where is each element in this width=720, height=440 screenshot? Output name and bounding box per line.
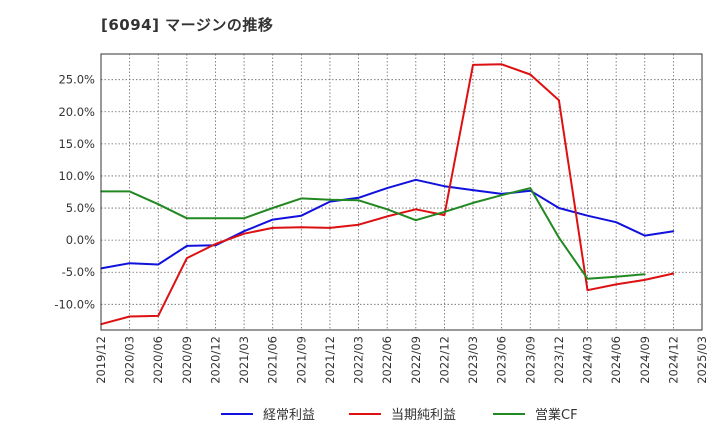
data-point (615, 275, 617, 278)
data-point (271, 218, 274, 221)
data-point (243, 217, 245, 220)
x-tick-label: 2021/09 (294, 336, 308, 384)
x-tick-label: 2023/12 (552, 336, 566, 384)
plot-area (101, 54, 702, 330)
x-tick-label: 2021/06 (266, 336, 280, 384)
y-tick-label: -5.0% (62, 265, 95, 279)
data-point (443, 214, 446, 216)
data-point (415, 208, 417, 211)
data-point (243, 230, 245, 232)
data-point (643, 273, 646, 275)
x-tick-label: 2024/12 (666, 336, 680, 384)
x-tick-label: 2021/12 (323, 336, 337, 384)
x-tick-label: 2023/09 (523, 336, 537, 384)
data-point (529, 187, 532, 189)
data-point (558, 236, 560, 239)
data-point (615, 221, 617, 223)
data-point (157, 203, 160, 205)
data-point (214, 243, 217, 245)
data-point (643, 279, 646, 281)
data-point (357, 196, 360, 199)
x-tick-label: 2021/03 (237, 336, 251, 384)
data-point (386, 215, 388, 218)
data-point (586, 277, 589, 280)
y-tick-label: 25.0% (58, 73, 95, 87)
data-point (386, 208, 388, 211)
y-tick-label: 5.0% (66, 201, 95, 215)
x-tick-label: 2023/06 (495, 336, 509, 384)
data-point (472, 202, 474, 204)
x-tick-label: 2024/06 (609, 336, 623, 384)
data-point (271, 227, 274, 229)
plot-border (100, 53, 703, 331)
legend-label-2: 当期純利益 (391, 408, 456, 423)
x-tick-label: 2022/06 (380, 336, 394, 384)
series-line-3 (101, 187, 645, 280)
data-point (300, 214, 303, 217)
x-tick-label: 2022/09 (409, 336, 423, 384)
grid-lines (101, 54, 702, 330)
y-tick-label: 0.0% (66, 233, 95, 247)
data-point (300, 197, 303, 200)
data-point (443, 211, 446, 213)
data-point (472, 64, 474, 66)
legend: 経常利益 当期純利益 営業CF (221, 407, 578, 423)
data-point (672, 272, 675, 275)
data-point (128, 315, 131, 318)
data-point (558, 99, 560, 102)
x-tick-label: 2020/09 (180, 336, 194, 384)
x-tick-label: 2022/03 (352, 336, 366, 384)
data-point (386, 187, 388, 189)
x-tick-label: 2019/12 (94, 336, 108, 384)
x-tick-label: 2023/03 (466, 336, 480, 384)
data-point (186, 217, 188, 220)
chart-title: [6094] マージンの推移 (101, 16, 274, 34)
data-point (271, 207, 274, 209)
data-point (615, 283, 617, 286)
data-point (586, 214, 589, 217)
x-tick-label: 2022/12 (437, 336, 451, 384)
data-point (214, 217, 217, 220)
data-point (243, 232, 245, 235)
x-tick-label: 2024/03 (581, 336, 595, 384)
legend-label-3: 営業CF (535, 407, 578, 423)
series-lines (100, 63, 675, 326)
data-point (329, 200, 331, 203)
data-point (558, 207, 560, 209)
x-tick-label: 2020/06 (151, 336, 165, 384)
y-tick-label: 20.0% (58, 105, 95, 119)
data-point (529, 73, 532, 76)
x-tick-label: 2025/03 (695, 336, 709, 384)
data-point (472, 189, 474, 191)
data-point (329, 198, 331, 201)
y-tick-label: 15.0% (58, 137, 95, 151)
y-tick-label: -10.0% (54, 297, 95, 311)
data-point (500, 194, 503, 197)
data-point (300, 226, 303, 229)
data-point (643, 234, 646, 237)
legend-label-1: 経常利益 (263, 408, 315, 423)
data-point (415, 179, 417, 181)
data-point (443, 185, 446, 188)
data-point (157, 315, 160, 317)
data-point (329, 227, 331, 229)
x-tick-label: 2020/12 (208, 336, 222, 384)
x-tick-label: 2020/03 (123, 336, 137, 384)
data-point (128, 190, 131, 193)
x-tick-label: 2024/09 (638, 336, 652, 384)
data-point (128, 262, 131, 265)
data-point (357, 199, 360, 202)
data-point (586, 289, 589, 292)
data-point (157, 263, 160, 266)
y-tick-labels: -10.0% -5.0% 0.0% 5.0% 10.0% 15.0% 20.0% 25.0% (54, 73, 95, 312)
data-point (672, 230, 675, 232)
data-point (500, 63, 503, 66)
data-point (357, 223, 360, 226)
data-point (186, 245, 188, 247)
data-point (186, 257, 188, 259)
data-point (415, 219, 417, 222)
x-tick-labels: 2019/12 2020/03 2020/06 2020/09 2020/12 2021/… (94, 336, 709, 384)
y-tick-label: 10.0% (58, 169, 95, 183)
